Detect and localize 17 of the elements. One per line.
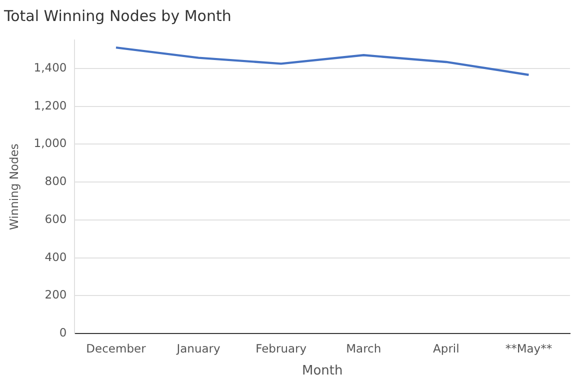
chart-title: Total Winning Nodes by Month bbox=[3, 6, 232, 25]
y-tick-label: 1,200 bbox=[34, 98, 67, 112]
x-tick-label: March bbox=[346, 341, 382, 356]
y-axis-title: Winning Nodes bbox=[6, 144, 21, 230]
x-tick-label: December bbox=[86, 341, 146, 356]
y-tick-label: 1,000 bbox=[34, 136, 67, 150]
x-tick-label: January bbox=[176, 341, 221, 356]
x-axis-title: Month bbox=[302, 364, 343, 379]
x-tick-label: **May** bbox=[505, 341, 552, 356]
x-tick-label: April bbox=[433, 341, 460, 356]
x-tick-label: February bbox=[256, 341, 307, 356]
y-tick-label: 800 bbox=[44, 174, 67, 188]
y-tick-label: 1,400 bbox=[34, 60, 67, 74]
y-tick-label: 200 bbox=[44, 288, 67, 302]
y-tick-label: 400 bbox=[44, 250, 67, 264]
y-tick-label: 600 bbox=[44, 212, 67, 226]
y-tick-label: 0 bbox=[59, 326, 67, 340]
